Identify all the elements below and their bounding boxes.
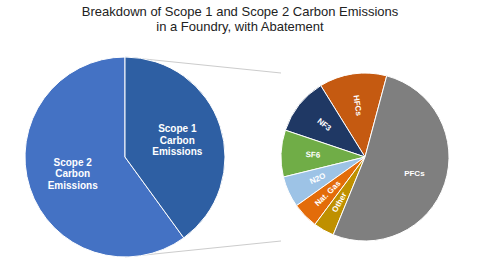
- slice-label-line: Scope 2: [54, 157, 93, 168]
- slice-label-line: Carbon: [55, 168, 90, 179]
- title-line: in a Foundry, with Abatement: [156, 19, 324, 34]
- slice-label: Scope 2CarbonEmissions: [48, 157, 98, 191]
- slice-label-line: Carbon: [160, 135, 195, 146]
- pie: [25, 57, 225, 257]
- slice-label-line: Scope 1: [158, 123, 197, 134]
- slice-label: N2O: [308, 171, 327, 186]
- pie-slice: [125, 57, 225, 238]
- title: Breakdown of Scope 1 and Scope 2 Carbon …: [82, 4, 399, 34]
- slice-label: Other: [330, 191, 348, 214]
- slice-label-line: Emissions: [48, 180, 98, 191]
- slice-label-line: Emissions: [152, 146, 202, 157]
- slice-label: HFCs: [351, 94, 363, 117]
- slice-labels: Scope 2CarbonEmissionsScope 1CarbonEmiss…: [48, 123, 203, 191]
- slice-label: Scope 1CarbonEmissions: [152, 123, 202, 157]
- slice-label: NF3: [315, 116, 333, 133]
- slice-labels: HFCsNF3SF6N2ONat. GasOtherPFCs: [305, 94, 425, 213]
- slice-label: SF6: [305, 150, 321, 160]
- pie: [281, 73, 449, 241]
- slice-label-line: HFCs: [351, 94, 363, 117]
- title-line: Breakdown of Scope 1 and Scope 2 Carbon …: [82, 4, 399, 19]
- chart: Breakdown of Scope 1 and Scope 2 Carbon …: [0, 0, 480, 268]
- slice-label-line: N2O: [308, 171, 327, 186]
- slice-label: PFCs: [404, 169, 425, 178]
- slice-label-line: PFCs: [404, 169, 425, 178]
- slice-label-line: NF3: [315, 116, 333, 133]
- pie-slice: [333, 76, 449, 241]
- slice-label-line: SF6: [305, 150, 321, 160]
- slice-label-line: Other: [330, 191, 348, 214]
